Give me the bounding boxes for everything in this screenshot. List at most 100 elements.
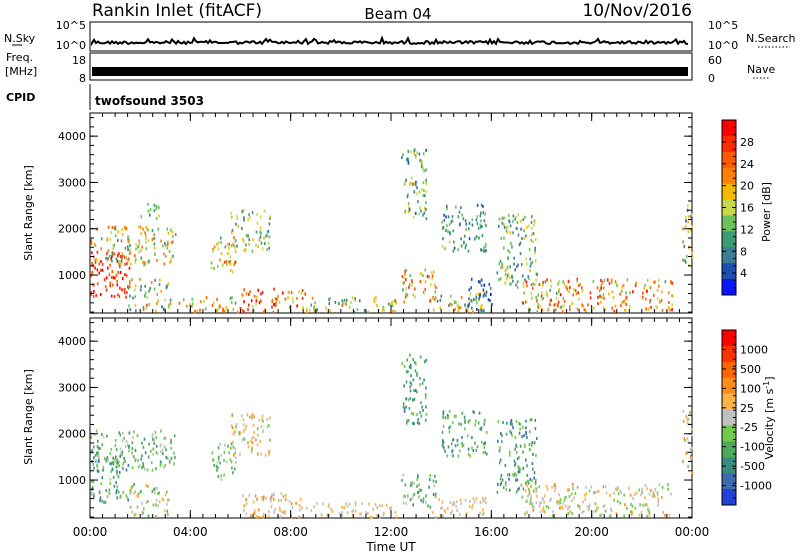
- velocity-cell: [261, 495, 263, 499]
- power-cell: [600, 300, 602, 304]
- power-cell: [549, 288, 552, 292]
- velocity-cell: [298, 515, 301, 519]
- velocity-cell: [156, 487, 158, 491]
- power-cell: [480, 219, 482, 223]
- velocity-cell: [148, 442, 150, 446]
- power-cell: [455, 205, 457, 209]
- velocity-cell: [484, 450, 487, 454]
- velocity-cell: [484, 441, 487, 445]
- power-cell: [528, 307, 530, 311]
- velocity-cell: [432, 479, 435, 483]
- velocity-cell: [668, 513, 671, 517]
- power-cell: [145, 225, 147, 229]
- velocity-cell: [527, 479, 529, 483]
- power-cell: [229, 269, 232, 272]
- power-cell: [148, 213, 151, 217]
- power-cell: [256, 221, 259, 225]
- velocity-cell: [516, 478, 519, 482]
- power-cell: [143, 261, 145, 265]
- power-cell: [540, 294, 543, 298]
- power-cell: [408, 206, 410, 209]
- velocity-cell: [96, 465, 99, 469]
- power-cell: [131, 278, 133, 282]
- power-cell: [413, 190, 416, 194]
- power-cell: [242, 237, 244, 241]
- velocity-cell: [472, 497, 475, 501]
- power-cell: [265, 234, 267, 238]
- velocity-cell: [409, 381, 412, 385]
- power-cell: [508, 220, 511, 224]
- power-cell: [545, 290, 548, 294]
- velocity-cell: [500, 474, 503, 477]
- power-cell: [104, 285, 107, 289]
- power-cell: [154, 252, 156, 256]
- power-cell: [668, 291, 670, 295]
- power-cell: [581, 289, 584, 293]
- velocity-cell: [567, 507, 569, 511]
- velocity-cell: [166, 490, 168, 494]
- power-cell: [94, 259, 97, 263]
- power-cell: [199, 308, 201, 312]
- power-cell: [304, 292, 306, 296]
- power-cell: [465, 243, 467, 247]
- velocity-cell: [343, 506, 346, 510]
- velocity-cell: [217, 475, 220, 478]
- power-cell: [105, 276, 108, 280]
- velocity-cell: [91, 448, 94, 452]
- power-cell: [165, 254, 167, 258]
- velocity-cell: [257, 515, 260, 519]
- power-cell: [686, 208, 689, 212]
- velocity-cell: [230, 442, 233, 446]
- power-cell: [532, 282, 535, 286]
- velocity-cell: [99, 496, 102, 500]
- power-colorbar-tick: 16: [740, 202, 754, 215]
- power-cell: [517, 213, 519, 217]
- power-cell: [425, 168, 427, 172]
- velocity-cell: [631, 504, 634, 508]
- power-cell: [439, 298, 442, 302]
- velocity-cell: [594, 502, 597, 506]
- power-cell: [243, 249, 246, 252]
- power-cell: [505, 277, 508, 281]
- power-cell: [232, 242, 234, 246]
- velocity-cell: [518, 455, 520, 459]
- power-cell: [191, 302, 194, 306]
- velocity-cell: [514, 436, 517, 440]
- velocity-cell: [458, 449, 461, 453]
- power-cell: [525, 300, 528, 304]
- velocity-cell: [101, 476, 104, 480]
- velocity-cell: [163, 465, 165, 469]
- power-cell: [506, 266, 509, 270]
- velocity-cell: [328, 513, 331, 517]
- velocity-cell: [413, 481, 416, 485]
- power-cell: [231, 296, 233, 300]
- power-cell: [423, 211, 426, 215]
- power-cell: [479, 280, 481, 284]
- power-cell: [514, 268, 516, 272]
- power-cell: [464, 234, 466, 238]
- power-cell: [624, 308, 627, 312]
- power-cell: [537, 305, 539, 309]
- velocity-cell: [456, 438, 459, 442]
- velocity-cell: [616, 500, 619, 503]
- velocity-cell: [525, 500, 527, 503]
- power-cell: [412, 182, 414, 186]
- power-cell: [148, 303, 151, 307]
- velocity-cell: [528, 443, 531, 447]
- velocity-cell: [518, 467, 520, 471]
- power-cell: [296, 297, 298, 301]
- velocity-cell: [234, 451, 236, 455]
- power-cell: [403, 276, 405, 280]
- power-cell: [121, 256, 123, 260]
- velocity-cell: [508, 473, 511, 477]
- power-cell: [516, 227, 519, 231]
- velocity-cell: [116, 489, 118, 492]
- velocity-cell: [567, 512, 569, 516]
- velocity-cell: [433, 484, 436, 488]
- velocity-cell: [163, 436, 166, 440]
- power-cell: [613, 310, 615, 313]
- power-cell: [153, 246, 156, 250]
- velocity-cell: [646, 514, 648, 518]
- power-cell: [550, 284, 552, 288]
- velocity-cell: [131, 447, 134, 450]
